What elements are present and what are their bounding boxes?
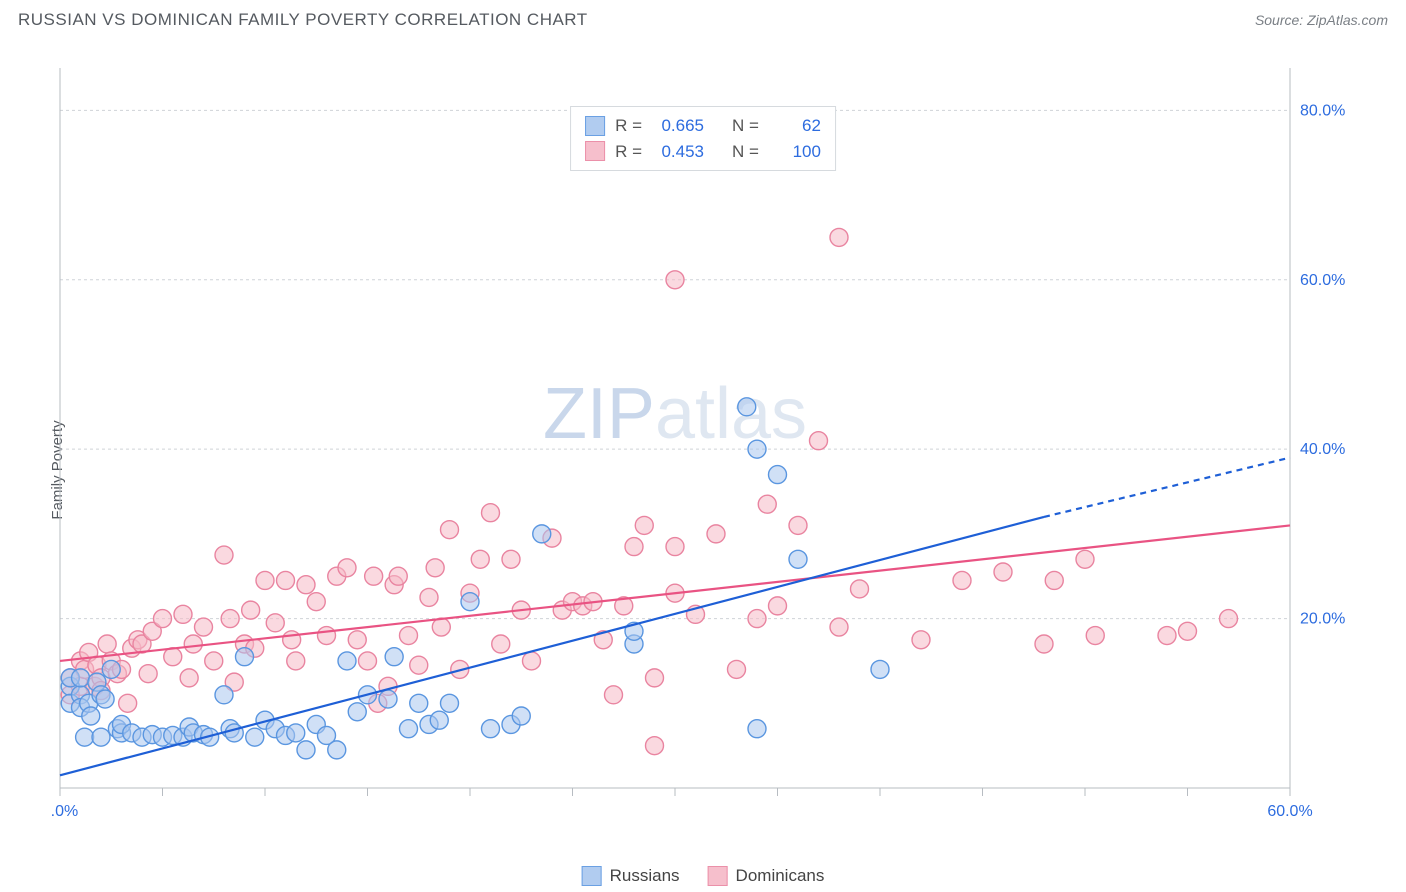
r-label: R = <box>615 139 642 165</box>
scatter-plot: 0.0% 60.0% 20.0% 40.0% 60.0% 80.0% ZIPatlas <box>50 58 1350 828</box>
svg-text:60.0%: 60.0% <box>1267 803 1312 820</box>
svg-text:40.0%: 40.0% <box>1300 441 1345 458</box>
chart-area: Family Poverty 0.0%60.0%20.0%40.0%60.0%8… <box>0 48 1406 892</box>
n-label: N = <box>732 139 759 165</box>
series-legend: Russians Dominicans <box>582 866 825 886</box>
header: RUSSIAN VS DOMINICAN FAMILY POVERTY CORR… <box>0 0 1406 36</box>
n-value-dominicans: 100 <box>769 139 821 165</box>
swatch-dominicans <box>585 141 605 161</box>
legend-item-dominicans: Dominicans <box>708 866 825 886</box>
r-label: R = <box>615 113 642 139</box>
svg-text:80.0%: 80.0% <box>1300 102 1345 119</box>
legend-item-russians: Russians <box>582 866 680 886</box>
source-attribution: Source: ZipAtlas.com <box>1255 12 1388 28</box>
n-label: N = <box>732 113 759 139</box>
chart-title: RUSSIAN VS DOMINICAN FAMILY POVERTY CORR… <box>18 10 588 30</box>
source-name: ZipAtlas.com <box>1307 12 1388 28</box>
swatch-russians <box>582 866 602 886</box>
correlation-legend: R = 0.665 N = 62 R = 0.453 N = 100 <box>570 106 836 171</box>
svg-text:0.0%: 0.0% <box>50 803 78 820</box>
svg-text:ZIPatlas: ZIPatlas <box>543 374 807 454</box>
legend-row-dominicans: R = 0.453 N = 100 <box>585 139 821 165</box>
legend-label-dominicans: Dominicans <box>736 866 825 886</box>
r-value-russians: 0.665 <box>652 113 704 139</box>
svg-text:20.0%: 20.0% <box>1300 611 1345 628</box>
svg-text:60.0%: 60.0% <box>1300 272 1345 289</box>
source-prefix: Source: <box>1255 12 1307 28</box>
legend-row-russians: R = 0.665 N = 62 <box>585 113 821 139</box>
swatch-russians <box>585 116 605 136</box>
swatch-dominicans <box>708 866 728 886</box>
n-value-russians: 62 <box>769 113 821 139</box>
r-value-dominicans: 0.453 <box>652 139 704 165</box>
legend-label-russians: Russians <box>610 866 680 886</box>
